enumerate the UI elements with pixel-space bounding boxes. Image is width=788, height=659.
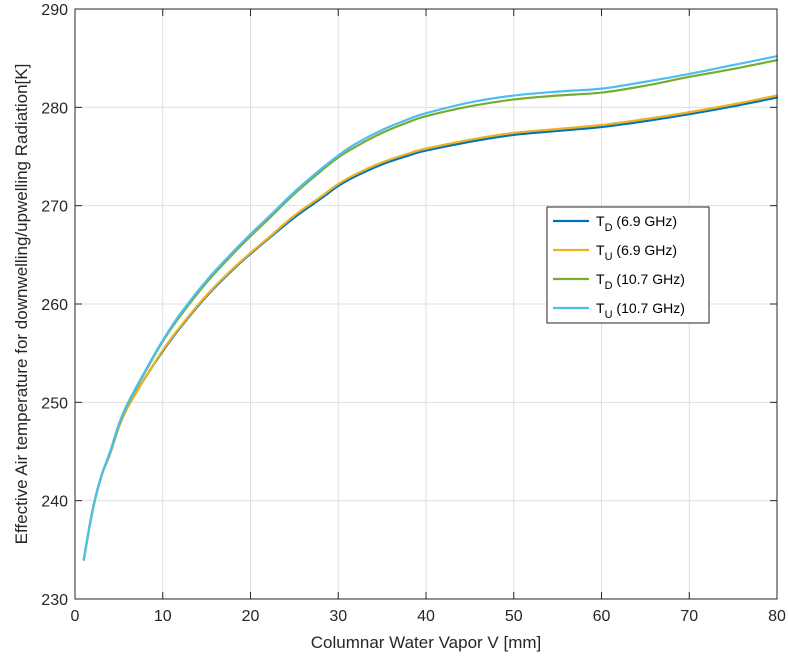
legend-subscript: U xyxy=(605,251,613,263)
legend-subscript: D xyxy=(605,280,613,292)
legend-main: T xyxy=(596,213,605,229)
legend-suffix: (10.7 GHz) xyxy=(613,271,685,287)
legend-main: T xyxy=(596,242,605,258)
legend-entry-3: TD (10.7 GHz) xyxy=(596,271,685,292)
legend-subscript: U xyxy=(605,309,613,321)
legend-entry-4: TU (10.7 GHz) xyxy=(596,300,685,321)
x-tick-label: 30 xyxy=(329,608,347,625)
x-tick-label: 10 xyxy=(154,608,172,625)
y-tick-label: 260 xyxy=(41,297,68,314)
y-tick-label: 250 xyxy=(41,395,68,412)
legend-main: T xyxy=(596,300,605,316)
x-tick-label: 40 xyxy=(417,608,435,625)
y-tick-label: 280 xyxy=(41,100,68,117)
legend: TD (6.9 GHz)TU (6.9 GHz)TD (10.7 GHz)TU … xyxy=(546,206,710,324)
legend-entry-1: TD (6.9 GHz) xyxy=(596,213,677,234)
legend-main: T xyxy=(596,271,605,287)
legend-suffix: (10.7 GHz) xyxy=(613,300,685,316)
y-tick-label: 240 xyxy=(41,494,68,511)
tick-marks xyxy=(74,8,778,600)
y-axis-label: Effective Air temperature for downwellin… xyxy=(12,64,31,545)
x-tick-label: 70 xyxy=(680,608,698,625)
x-tick-label: 50 xyxy=(505,608,523,625)
y-tick-label: 270 xyxy=(41,199,68,216)
y-tick-label: 290 xyxy=(41,2,68,19)
legend-entry-2: TU (6.9 GHz) xyxy=(596,242,677,263)
y-tick-label: 230 xyxy=(41,592,68,609)
series-lines xyxy=(82,55,779,561)
legend-box xyxy=(546,206,710,324)
series-line-4 xyxy=(82,55,779,561)
x-tick-label: 80 xyxy=(768,608,786,625)
legend-suffix: (6.9 GHz) xyxy=(613,242,678,258)
legend-subscript: D xyxy=(605,222,613,234)
x-tick-label: 0 xyxy=(71,608,80,625)
legend-suffix: (6.9 GHz) xyxy=(613,213,678,229)
tick-labels: 0 10 20 30 40 50 60 70 80 230 240 250 260 270 280 290 xyxy=(41,2,786,625)
x-tick-label: 60 xyxy=(593,608,611,625)
x-tick-label: 20 xyxy=(242,608,260,625)
x-axis-label: Columnar Water Vapor V [mm] xyxy=(311,633,542,652)
